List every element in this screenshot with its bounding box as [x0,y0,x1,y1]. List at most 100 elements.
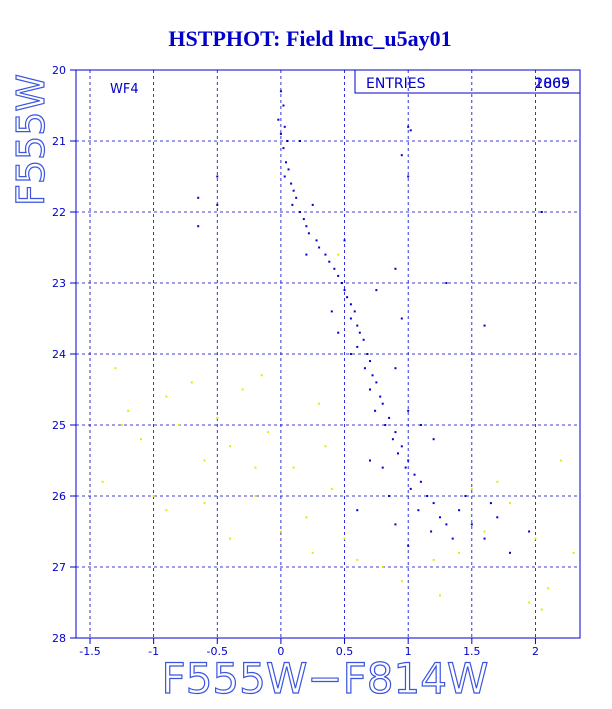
point [292,189,295,192]
point [282,104,285,107]
point [330,487,333,490]
point [356,509,359,512]
point [381,566,384,568]
point [394,367,397,370]
point [203,459,206,462]
point [260,374,263,377]
point [540,608,543,611]
point [337,274,340,277]
x-tick-label: 2 [532,645,539,658]
point [371,374,374,377]
point [311,203,314,206]
point [287,168,290,171]
point [381,466,384,469]
point [400,445,403,448]
point [379,395,382,398]
point [279,530,282,533]
point [291,203,294,206]
point [343,537,346,540]
point [349,353,352,355]
point [254,466,257,469]
point [254,495,257,497]
point [369,388,371,391]
point [114,367,117,370]
point [572,551,575,554]
point [407,459,410,462]
point [483,530,486,533]
y-tick-label: 26 [52,490,66,503]
x-tick-label: -0.5 [207,645,228,658]
point [483,537,486,540]
point [407,544,410,547]
point [277,118,280,121]
point [384,424,387,426]
point [286,140,289,142]
point [374,409,377,412]
point [509,502,511,505]
entries-label: ENTRIES [366,76,426,92]
grid [76,69,580,639]
x-tick-label: 1 [405,645,412,658]
point [292,466,295,469]
point [290,182,293,185]
point [349,303,352,306]
point [432,438,435,441]
point [407,175,410,178]
point [369,360,371,363]
y-tick-label: 23 [52,277,66,290]
point [547,587,550,590]
point [400,317,403,320]
point [458,551,461,554]
point [358,331,361,334]
point [363,367,366,370]
point [229,445,231,448]
point [305,225,308,228]
point [362,338,365,341]
chart-title: HSTPHOT: Field lmc_u5ay01 [168,26,451,51]
point [299,211,301,213]
point [279,90,282,93]
point [394,431,397,434]
point [127,409,130,412]
point [528,601,531,604]
point [417,509,420,512]
point [305,516,308,519]
point [343,239,346,242]
point [216,416,219,419]
point [528,530,531,533]
points [101,90,575,611]
point [540,211,543,213]
point [203,502,206,505]
point [483,324,486,327]
point [333,267,336,270]
point [426,495,429,497]
point [324,253,327,256]
point [190,381,193,384]
point [388,495,391,497]
point [267,431,270,434]
point [409,129,412,132]
x-tick-label: 0.5 [336,645,354,658]
point [445,282,448,284]
point [430,530,433,533]
point [101,480,104,483]
y-tick-label: 20 [52,64,66,77]
point [407,409,410,412]
point [216,175,219,178]
point [241,388,244,391]
point [496,480,499,483]
point [165,509,168,512]
point [337,253,340,256]
point [413,473,416,476]
x-axis-label: F555W−F814W [162,654,489,703]
point [165,395,168,398]
point [381,402,384,405]
y-tick-label: 24 [52,348,66,361]
point [120,424,123,426]
y-tick-label: 21 [52,135,66,148]
entries-box [354,69,581,94]
point [343,289,346,292]
point [341,282,343,284]
point [152,495,155,497]
point [445,523,448,526]
